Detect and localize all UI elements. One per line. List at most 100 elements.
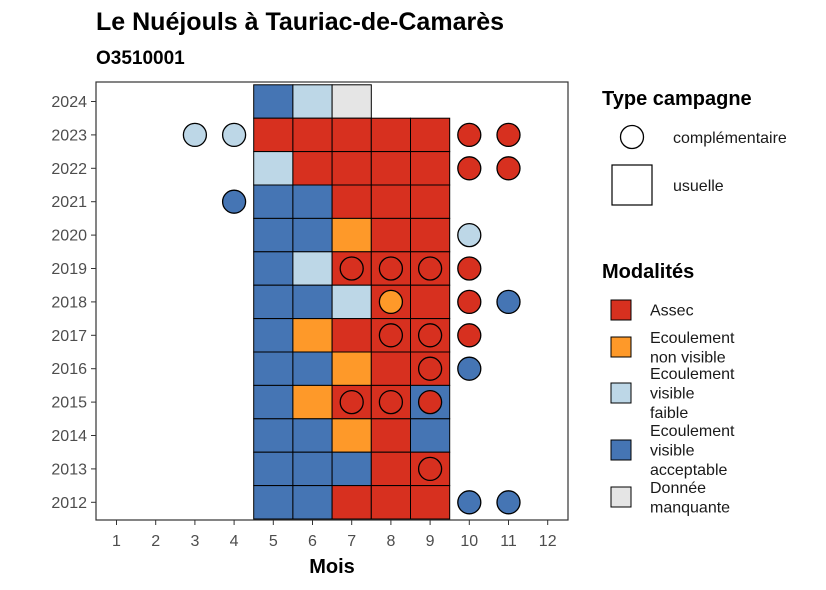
tile-2015-5 bbox=[253, 384, 294, 420]
legend-label-acceptable: Ecoulement visible acceptable bbox=[650, 423, 735, 479]
tile-2014-9 bbox=[410, 418, 451, 453]
x-tick-label-9: 9 bbox=[426, 533, 435, 550]
tile-2014-5 bbox=[253, 418, 294, 453]
tile-2013-5 bbox=[253, 451, 294, 487]
x-tick-label-4: 4 bbox=[230, 533, 239, 550]
point-2012-11 bbox=[496, 490, 521, 515]
point-2021-4 bbox=[221, 189, 247, 214]
point-2015-8 bbox=[378, 389, 404, 415]
point-2022-11 bbox=[496, 156, 521, 181]
tile-2021-5 bbox=[253, 184, 294, 219]
tile-2018-9 bbox=[410, 284, 451, 320]
legend-label-manquante: Donnée manquante bbox=[650, 480, 730, 517]
tile-2021-9 bbox=[410, 184, 451, 219]
point-2012-10 bbox=[457, 490, 482, 515]
tile-2024-6 bbox=[292, 84, 333, 119]
tile-2013-8 bbox=[370, 451, 411, 487]
y-tick-label-2024: 2024 bbox=[51, 94, 87, 111]
point-2020-10 bbox=[457, 222, 482, 248]
y-tick-label-2016: 2016 bbox=[51, 361, 87, 378]
tile-2024-5 bbox=[253, 84, 294, 119]
point-2019-8 bbox=[378, 256, 404, 281]
point-2018-8 bbox=[378, 289, 404, 315]
y-tick-label-2021: 2021 bbox=[51, 194, 87, 211]
point-2015-7 bbox=[339, 389, 364, 415]
point-2019-10 bbox=[457, 256, 482, 281]
legend-label-nonvisible: Ecoulement non visible bbox=[650, 330, 735, 367]
y-tick-label-2019: 2019 bbox=[51, 261, 87, 278]
x-tick-label-1: 1 bbox=[112, 533, 121, 550]
legend-label-usuelle: usuelle bbox=[673, 178, 724, 195]
tile-2023-7 bbox=[331, 117, 372, 153]
y-tick-label-2018: 2018 bbox=[51, 294, 87, 311]
tile-2020-7 bbox=[331, 217, 372, 253]
tile-2023-9 bbox=[410, 117, 451, 153]
legend-key-faible bbox=[610, 382, 632, 404]
point-2023-11 bbox=[496, 122, 521, 148]
point-2023-3 bbox=[182, 122, 208, 148]
tile-2017-6 bbox=[292, 318, 333, 353]
legend-key-usuelle bbox=[611, 164, 653, 206]
chart-subtitle: O3510001 bbox=[96, 48, 185, 69]
y-tick-label-2020: 2020 bbox=[51, 228, 87, 245]
legend-modality-title: Modalités bbox=[602, 261, 694, 283]
legend-label-assec: Assec bbox=[650, 303, 694, 320]
x-tick-label-12: 12 bbox=[539, 533, 557, 550]
y-tick-label-2012: 2012 bbox=[51, 495, 87, 512]
tile-2019-6 bbox=[292, 251, 333, 286]
point-2017-8 bbox=[378, 323, 404, 348]
tile-2022-5 bbox=[253, 151, 294, 186]
x-tick-label-5: 5 bbox=[269, 533, 278, 550]
point-2023-10 bbox=[457, 122, 482, 148]
x-tick-label-2: 2 bbox=[151, 533, 160, 550]
point-2017-9 bbox=[417, 323, 443, 348]
tile-2023-6 bbox=[292, 117, 333, 153]
point-2018-11 bbox=[496, 289, 521, 315]
y-axis: 2024 2023 2022 2021 2020 2019 2018 2017 2016 2015… bbox=[51, 94, 96, 512]
x-axis-title: Mois bbox=[309, 556, 355, 578]
point-2015-9 bbox=[417, 389, 443, 415]
point-2023-4 bbox=[221, 122, 247, 148]
tile-2022-9 bbox=[410, 151, 451, 186]
tile-2012-7 bbox=[331, 485, 372, 520]
point-2018-10 bbox=[457, 289, 482, 315]
tile-2013-7 bbox=[331, 451, 372, 487]
tile-2017-5 bbox=[253, 318, 294, 353]
tile-2014-6 bbox=[292, 418, 333, 453]
tile-2023-8 bbox=[370, 117, 411, 153]
tile-2021-8 bbox=[370, 184, 411, 219]
point-2022-10 bbox=[457, 156, 482, 181]
tile-2016-6 bbox=[292, 351, 333, 386]
legend-key-manquante bbox=[610, 486, 632, 508]
tile-2020-6 bbox=[292, 217, 333, 253]
points-layer bbox=[182, 122, 521, 515]
x-tick-label-7: 7 bbox=[347, 533, 356, 550]
tile-2022-8 bbox=[370, 151, 411, 186]
y-tick-label-2013: 2013 bbox=[51, 461, 87, 478]
tile-2015-6 bbox=[292, 384, 333, 420]
plot-panel-border bbox=[95, 81, 569, 521]
point-2013-9 bbox=[417, 456, 443, 482]
y-tick-label-2023: 2023 bbox=[51, 127, 87, 144]
legend-label-faible: Ecoulement visible faible bbox=[650, 366, 735, 422]
tile-2016-8 bbox=[370, 351, 411, 386]
tile-2023-5 bbox=[253, 117, 294, 153]
tile-2022-7 bbox=[331, 151, 372, 186]
tile-2016-7 bbox=[331, 351, 372, 386]
point-2016-10 bbox=[457, 356, 482, 381]
y-tick-label-2015: 2015 bbox=[51, 395, 87, 412]
tile-2018-5 bbox=[253, 284, 294, 320]
tile-2018-7 bbox=[331, 284, 372, 320]
tile-2012-9 bbox=[410, 485, 451, 520]
x-tick-label-6: 6 bbox=[308, 533, 317, 550]
tile-2021-7 bbox=[331, 184, 372, 219]
tile-2014-7 bbox=[331, 418, 372, 453]
tile-2014-8 bbox=[370, 418, 411, 453]
tile-2019-5 bbox=[253, 251, 294, 286]
point-2019-9 bbox=[417, 256, 443, 281]
x-axis: 1 2 3 4 5 6 7 8 9 10 11 12 bbox=[112, 520, 557, 550]
x-tick-label-3: 3 bbox=[190, 533, 199, 550]
x-tick-label-11: 11 bbox=[500, 533, 517, 550]
